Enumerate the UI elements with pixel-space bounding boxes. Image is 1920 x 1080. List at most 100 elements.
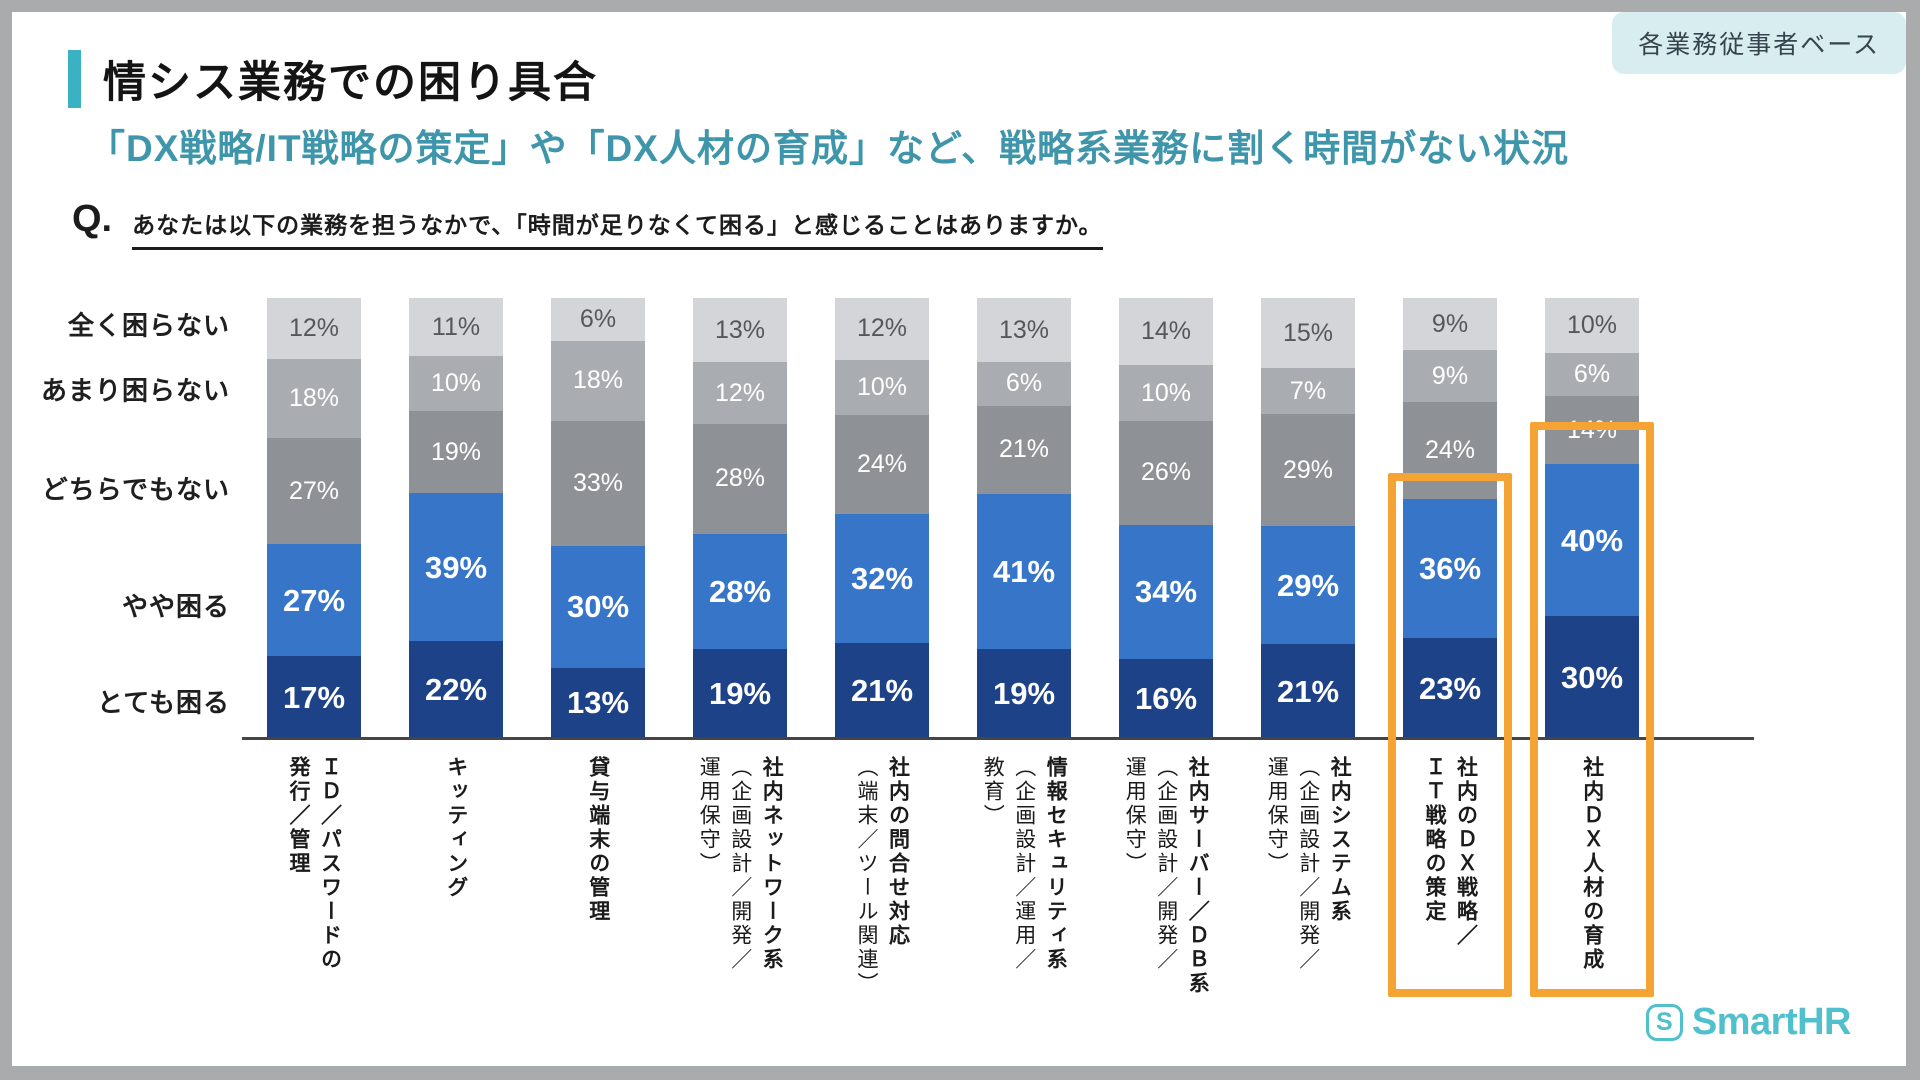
segment-value-label: 28% xyxy=(714,464,766,493)
segment-value-label: 26% xyxy=(1140,458,1192,487)
segment-value-label: 19% xyxy=(430,437,482,466)
category-label-cell: 社内のＤＸ戦略／ ＩＴ戦略の策定 xyxy=(1403,756,1497,1066)
segment-value-label: 11% xyxy=(431,312,481,341)
segment-value-label: 24% xyxy=(1424,436,1476,464)
bar-segment: 7% xyxy=(1261,368,1355,414)
bar-segment: 29% xyxy=(1261,414,1355,526)
category-label: 社内ＤＸ人材の育成 xyxy=(1580,756,1604,972)
y-axis-label: 全く困らない xyxy=(67,310,230,341)
bar-segment: 28% xyxy=(693,533,787,650)
segment-value-label: 33% xyxy=(572,468,624,497)
y-axis-label: とても困る xyxy=(97,687,230,718)
bar-segment: 24% xyxy=(1403,402,1497,499)
segment-value-label: 10% xyxy=(1140,378,1192,407)
bar-segment: 15% xyxy=(1261,298,1355,368)
bar-segment: 11% xyxy=(409,298,503,356)
bar-segment: 16% xyxy=(1119,658,1213,738)
smarthr-logo-text: SmartHR xyxy=(1691,1001,1852,1043)
y-axis-labels: 全く困らない あまり困らない どちらでもない やや困る とても困る xyxy=(12,298,230,738)
bar-segment: 32% xyxy=(835,513,929,643)
bar-segment: 12% xyxy=(267,298,361,359)
bar-segment: 41% xyxy=(977,494,1071,650)
bar-column: 13% 6% 21% 41% 19% xyxy=(977,298,1071,738)
segment-value-label: 29% xyxy=(1276,567,1340,603)
category-label-cell: キッティング xyxy=(409,756,503,1066)
category-label: ＩＤ／パスワードの 発行／管理 xyxy=(287,756,342,972)
bar-segment: 14% xyxy=(1545,396,1639,464)
category-label: キッティング xyxy=(444,756,468,900)
segment-value-label: 40% xyxy=(1560,522,1624,558)
scope-badge: 各業務従事者ベース xyxy=(1612,12,1906,74)
bar-column: 14% 10% 26% 34% 16% xyxy=(1119,298,1213,738)
bar-segment: 9% xyxy=(1403,298,1497,350)
category-label: 社内システム系 （企画設計／開発／ 運用保守） xyxy=(1265,756,1352,972)
segment-value-label: 21% xyxy=(850,672,914,708)
category-label: 情報セキュリティ系 （企画設計／運用／ 教育） xyxy=(981,756,1068,972)
bar-segment: 12% xyxy=(693,362,787,424)
segment-value-label: 13% xyxy=(998,315,1050,344)
segment-value-label: 21% xyxy=(1276,673,1340,709)
title-row: 情シス業務での困り具合 xyxy=(68,48,598,110)
bar-segment: 22% xyxy=(409,641,503,738)
segment-value-label: 6% xyxy=(1005,369,1043,398)
bar-segment: 33% xyxy=(551,420,645,546)
category-label: 社内の問合せ対応 （端末／ツール関連） xyxy=(855,756,910,996)
segment-value-label: 9% xyxy=(1431,309,1469,338)
bar-segment: 19% xyxy=(977,649,1071,738)
segment-value-label: 6% xyxy=(579,305,617,334)
bar-column: 11% 10% 19% 39% 22% xyxy=(409,298,503,738)
bar-column: 13% 12% 28% 28% 19% xyxy=(693,298,787,738)
bar-segment: 39% xyxy=(409,493,503,641)
segment-value-label: 16% xyxy=(1134,680,1198,716)
segment-value-label: 18% xyxy=(572,366,624,395)
segment-value-label: 9% xyxy=(1431,361,1469,390)
bar-segment: 24% xyxy=(835,415,929,514)
question-row: Q. あなたは以下の業務を担うなかで、「時間が足りなくて困る」と感じることはあり… xyxy=(72,200,1103,250)
bar-segment: 40% xyxy=(1545,463,1639,617)
segment-value-label: 23% xyxy=(1418,670,1482,706)
segment-value-label: 24% xyxy=(856,450,908,479)
y-axis-label: やや困る xyxy=(121,591,230,622)
segment-value-label: 14% xyxy=(1566,415,1618,444)
category-label-cell: 社内の問合せ対応 （端末／ツール関連） xyxy=(835,756,929,1066)
category-label-cell: 貸与端末の管理 xyxy=(551,756,645,1066)
slide: 情シス業務での困り具合 各業務従事者ベース 「DX戦略/IT戦略の策定」や「DX… xyxy=(12,12,1906,1066)
segment-value-label: 27% xyxy=(288,476,340,505)
bar-segment: 14% xyxy=(1119,298,1213,366)
segment-value-label: 19% xyxy=(708,676,772,712)
segment-value-label: 41% xyxy=(992,554,1056,590)
segment-value-label: 30% xyxy=(566,589,630,625)
bar-segment: 26% xyxy=(1119,420,1213,525)
segment-value-label: 12% xyxy=(288,314,340,342)
segment-value-label: 22% xyxy=(424,672,488,707)
segment-value-label: 36% xyxy=(1418,551,1482,586)
bar-segment: 18% xyxy=(267,359,361,438)
bar-column: 12% 10% 24% 32% 21% xyxy=(835,298,929,738)
y-axis-label: あまり困らない xyxy=(40,375,230,406)
segment-value-label: 19% xyxy=(992,676,1056,712)
segment-value-label: 34% xyxy=(1134,574,1198,609)
category-label-cell: ＩＤ／パスワードの 発行／管理 xyxy=(267,756,361,1066)
bar-segment: 19% xyxy=(409,411,503,493)
segment-value-label: 13% xyxy=(714,315,766,344)
bar-segment: 10% xyxy=(835,359,929,416)
bar-segment: 29% xyxy=(1261,526,1355,644)
bar-segment: 27% xyxy=(267,438,361,544)
segment-value-label: 15% xyxy=(1282,318,1334,347)
question-text: あなたは以下の業務を担うなかで、「時間が足りなくて困る」と感じることはありますか… xyxy=(132,206,1103,250)
bar-segment: 10% xyxy=(1545,298,1639,354)
question-marker: Q. xyxy=(72,198,113,240)
bar-segment: 9% xyxy=(1403,350,1497,402)
category-label-cell: 情報セキュリティ系 （企画設計／運用／ 教育） xyxy=(977,756,1071,1066)
bar-segment: 13% xyxy=(551,667,645,739)
category-label: 社内のＤＸ戦略／ ＩＴ戦略の策定 xyxy=(1423,756,1478,948)
bar-segment: 34% xyxy=(1119,524,1213,659)
segment-value-label: 18% xyxy=(288,384,340,412)
category-label: 社内サーバー／ＤＢ系 （企画設計／開発／ 運用保守） xyxy=(1123,756,1210,996)
segment-value-label: 29% xyxy=(1282,455,1334,484)
bar-segment: 13% xyxy=(693,298,787,363)
bar-segment: 30% xyxy=(1545,616,1639,739)
bars-row: 12% 18% 27% 27% 17% 11% 10% 19% 39% 22% 6% 18% 33% 30… xyxy=(242,298,1754,997)
page-title: 情シス業務での困り具合 xyxy=(103,59,598,107)
